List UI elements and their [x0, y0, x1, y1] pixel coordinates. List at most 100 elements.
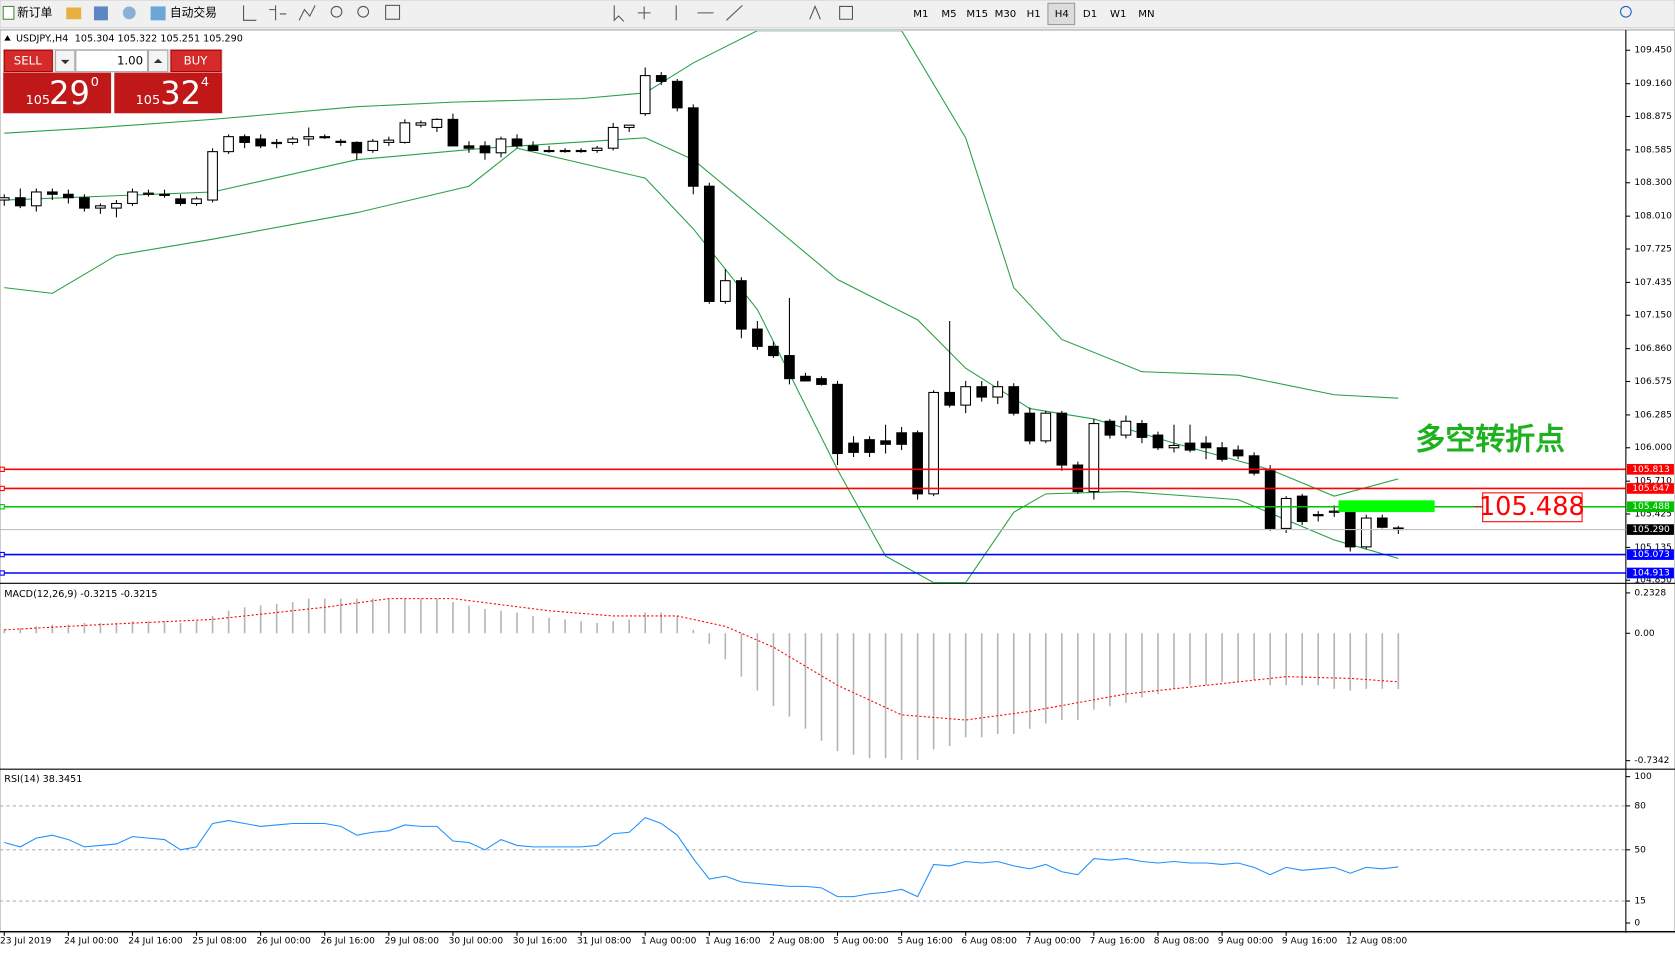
candle-body	[912, 432, 923, 495]
candle-body	[79, 197, 90, 209]
buy-label[interactable]: BUY	[184, 53, 209, 67]
y-tick-label: 105.135	[1634, 543, 1672, 553]
y-tick-label: 50	[1634, 845, 1646, 855]
y-tick-label: 104.850	[1634, 576, 1672, 586]
candle-body	[463, 145, 475, 149]
y-tick-label: 0.2328	[1634, 588, 1666, 598]
y-tick-label: 107.725	[1634, 245, 1672, 255]
x-tick-label: 30 Jul 16:00	[513, 937, 568, 947]
candle-body	[1088, 423, 1100, 493]
candle-body	[864, 439, 875, 453]
y-tick-label: 100	[1634, 772, 1652, 782]
toolbar-icon[interactable]	[122, 6, 136, 20]
candle-body	[447, 118, 459, 147]
x-tick-label: 26 Jul 16:00	[320, 937, 375, 947]
timeframe-button[interactable]: M5	[941, 9, 956, 20]
candle-body	[367, 140, 379, 152]
candle-body	[896, 432, 907, 445]
new-order-icon[interactable]	[2, 5, 15, 20]
chart-type-icons[interactable]	[243, 5, 316, 21]
y-tick-label: 15	[1634, 897, 1646, 907]
timeframe-bar: M1 M5 M15 M30 H1 H4 D1 W1 MN	[913, 9, 1154, 20]
candle-body	[431, 118, 443, 128]
callout-label: 105.488	[1479, 492, 1585, 522]
lot-value[interactable]: 1.00	[117, 53, 143, 67]
annotation: 多空转折点	[1415, 423, 1565, 458]
candle-body	[1264, 470, 1276, 529]
candle-body	[1296, 495, 1308, 523]
rsi-line	[4, 817, 1399, 898]
ask-big: 105	[136, 93, 160, 108]
candle-body	[527, 145, 539, 152]
bid-pips: 29	[49, 74, 90, 112]
new-order-button[interactable]: 新订单	[17, 5, 52, 19]
y-tick-label: 109.160	[1634, 79, 1672, 89]
candle-body	[63, 193, 74, 199]
candle-body	[303, 136, 315, 140]
sell-button[interactable]	[3, 49, 53, 73]
candle-body	[511, 138, 523, 147]
line-tools[interactable]	[613, 4, 853, 22]
x-tick-label: 5 Aug 00:00	[833, 937, 889, 947]
quote: 105.304 105.322 105.251 105.290	[75, 33, 243, 44]
toolbar-icon[interactable]	[94, 6, 108, 21]
level-handle	[0, 466, 5, 472]
x-tick-label: 5 Aug 16:00	[897, 937, 953, 947]
candle-body	[319, 136, 331, 139]
timeframe-button[interactable]: H4	[1055, 9, 1069, 20]
x-tick-label: 7 Aug 16:00	[1090, 937, 1146, 947]
level-box	[1626, 463, 1674, 475]
candle-body	[1056, 412, 1068, 466]
candle-body	[736, 280, 747, 330]
candle-body	[687, 107, 699, 187]
candle-body	[1328, 510, 1340, 513]
bid-big: 105	[26, 93, 50, 108]
auto-trade-icon[interactable]	[150, 6, 166, 21]
candle-body	[1168, 444, 1180, 449]
chart-window	[0, 29, 1675, 934]
candle-body	[47, 191, 58, 195]
x-tick-label: 24 Jul 00:00	[64, 937, 119, 947]
price-plot	[0, 31, 1626, 584]
active-timeframe[interactable]	[1047, 2, 1076, 26]
level-label: 104.913	[1632, 569, 1670, 579]
collapse-arrow[interactable]	[4, 35, 11, 41]
arrow-up	[153, 58, 163, 64]
zoom-out[interactable]	[357, 5, 370, 18]
timeframe-button[interactable]: D1	[1083, 9, 1097, 20]
rsi-title: RSI(14) 38.3451	[4, 774, 82, 785]
timeframe-button[interactable]: MN	[1138, 9, 1154, 20]
sell-label[interactable]: SELL	[14, 53, 42, 67]
auto-trade-button[interactable]: 自动交易	[170, 5, 217, 19]
zoom-in[interactable]	[330, 5, 343, 18]
toolbar-icon[interactable]	[66, 7, 82, 20]
candle-body	[1136, 423, 1148, 438]
candle-body	[591, 147, 603, 152]
timeframe-button[interactable]: W1	[1110, 9, 1126, 20]
timeframe-button[interactable]: M1	[913, 9, 928, 20]
search-icon[interactable]	[1619, 5, 1632, 18]
candle-body	[752, 328, 763, 347]
y-tick-label: 80	[1634, 801, 1646, 811]
candle-body	[159, 193, 170, 196]
timeframe-button[interactable]: H1	[1027, 9, 1041, 20]
drawing-tools[interactable]	[243, 4, 853, 22]
timeframe-button[interactable]: M15	[966, 9, 988, 20]
candle-body	[623, 124, 635, 128]
lot-input[interactable]	[75, 49, 148, 73]
buy-button[interactable]	[170, 49, 222, 73]
level-label: 105.073	[1632, 550, 1670, 560]
x-tick-label: 24 Jul 16:00	[128, 937, 183, 947]
candle-body	[1152, 434, 1164, 449]
level-handle	[0, 570, 5, 576]
timeframe-button[interactable]: M30	[995, 9, 1017, 20]
y-tick-label: 106.285	[1634, 410, 1672, 420]
macd-title: MACD(12,26,9) -0.3215 -0.3215	[4, 589, 157, 600]
x-tick-label: 6 Aug 08:00	[961, 937, 1017, 947]
candle-body	[1360, 517, 1372, 548]
candle-body	[1104, 420, 1116, 436]
candle-body	[255, 138, 266, 147]
tile-windows[interactable]	[385, 4, 401, 20]
candle-body	[848, 442, 859, 453]
x-tick-label: 9 Aug 16:00	[1282, 937, 1338, 947]
